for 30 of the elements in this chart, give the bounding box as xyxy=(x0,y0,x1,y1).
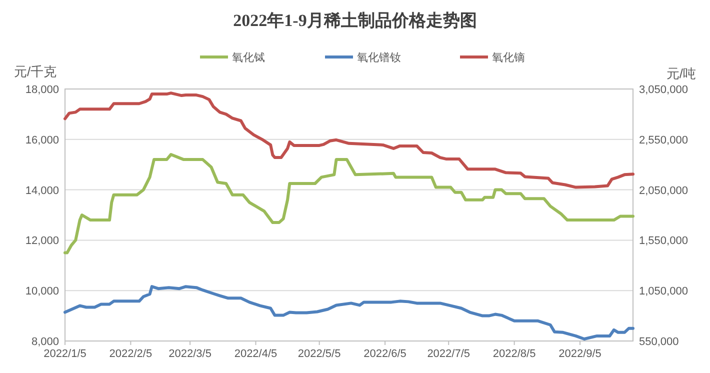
y2-tick-label: 1,050,000 xyxy=(639,286,688,298)
y-tick-label: 16,000 xyxy=(25,134,59,146)
y-tick-label: 10,000 xyxy=(25,286,59,298)
y-tick-label: 12,000 xyxy=(25,235,59,248)
x-tick-label: 2022/8/5 xyxy=(492,348,536,360)
x-tick-label: 2022/2/5 xyxy=(109,348,152,360)
legend-label: 氧化镨钕 xyxy=(357,51,401,64)
x-tick-label: 2022/1/5 xyxy=(44,348,86,360)
line-series xyxy=(64,92,634,189)
x-tick-label: 2022/6/5 xyxy=(364,348,406,360)
legend-label: 氧化铽 xyxy=(232,52,265,64)
x-tick-label: 2022/4/5 xyxy=(234,348,278,360)
x-tick-label: 2022/7/5 xyxy=(427,348,470,360)
x-tick-label: 2022/9/5 xyxy=(558,348,602,360)
line-series xyxy=(64,285,634,340)
legend-label: 氧化镝 xyxy=(492,51,525,64)
y-tick-label: 8,000 xyxy=(31,336,59,348)
y2-tick-label: 3,050,000 xyxy=(639,84,688,96)
y-tick-label: 14,000 xyxy=(25,184,59,197)
y-tick-label: 18,000 xyxy=(25,84,59,96)
y2-axis-title: 元/吨 xyxy=(666,66,696,81)
y2-tick-label: 2,550,000 xyxy=(639,134,688,146)
y2-tick-label: 1,550,000 xyxy=(639,235,688,248)
y2-tick-label: 550,000 xyxy=(639,336,679,348)
x-tick-label: 2022/5/5 xyxy=(298,348,341,360)
chart-title: 2022年1-9月稀土制品价格走势图 xyxy=(233,11,477,30)
y2-tick-label: 2,050,000 xyxy=(639,184,688,197)
y-axis-title: 元/千克 xyxy=(14,64,57,79)
x-tick-label: 2022/3/5 xyxy=(168,348,212,360)
line-series xyxy=(64,153,634,254)
